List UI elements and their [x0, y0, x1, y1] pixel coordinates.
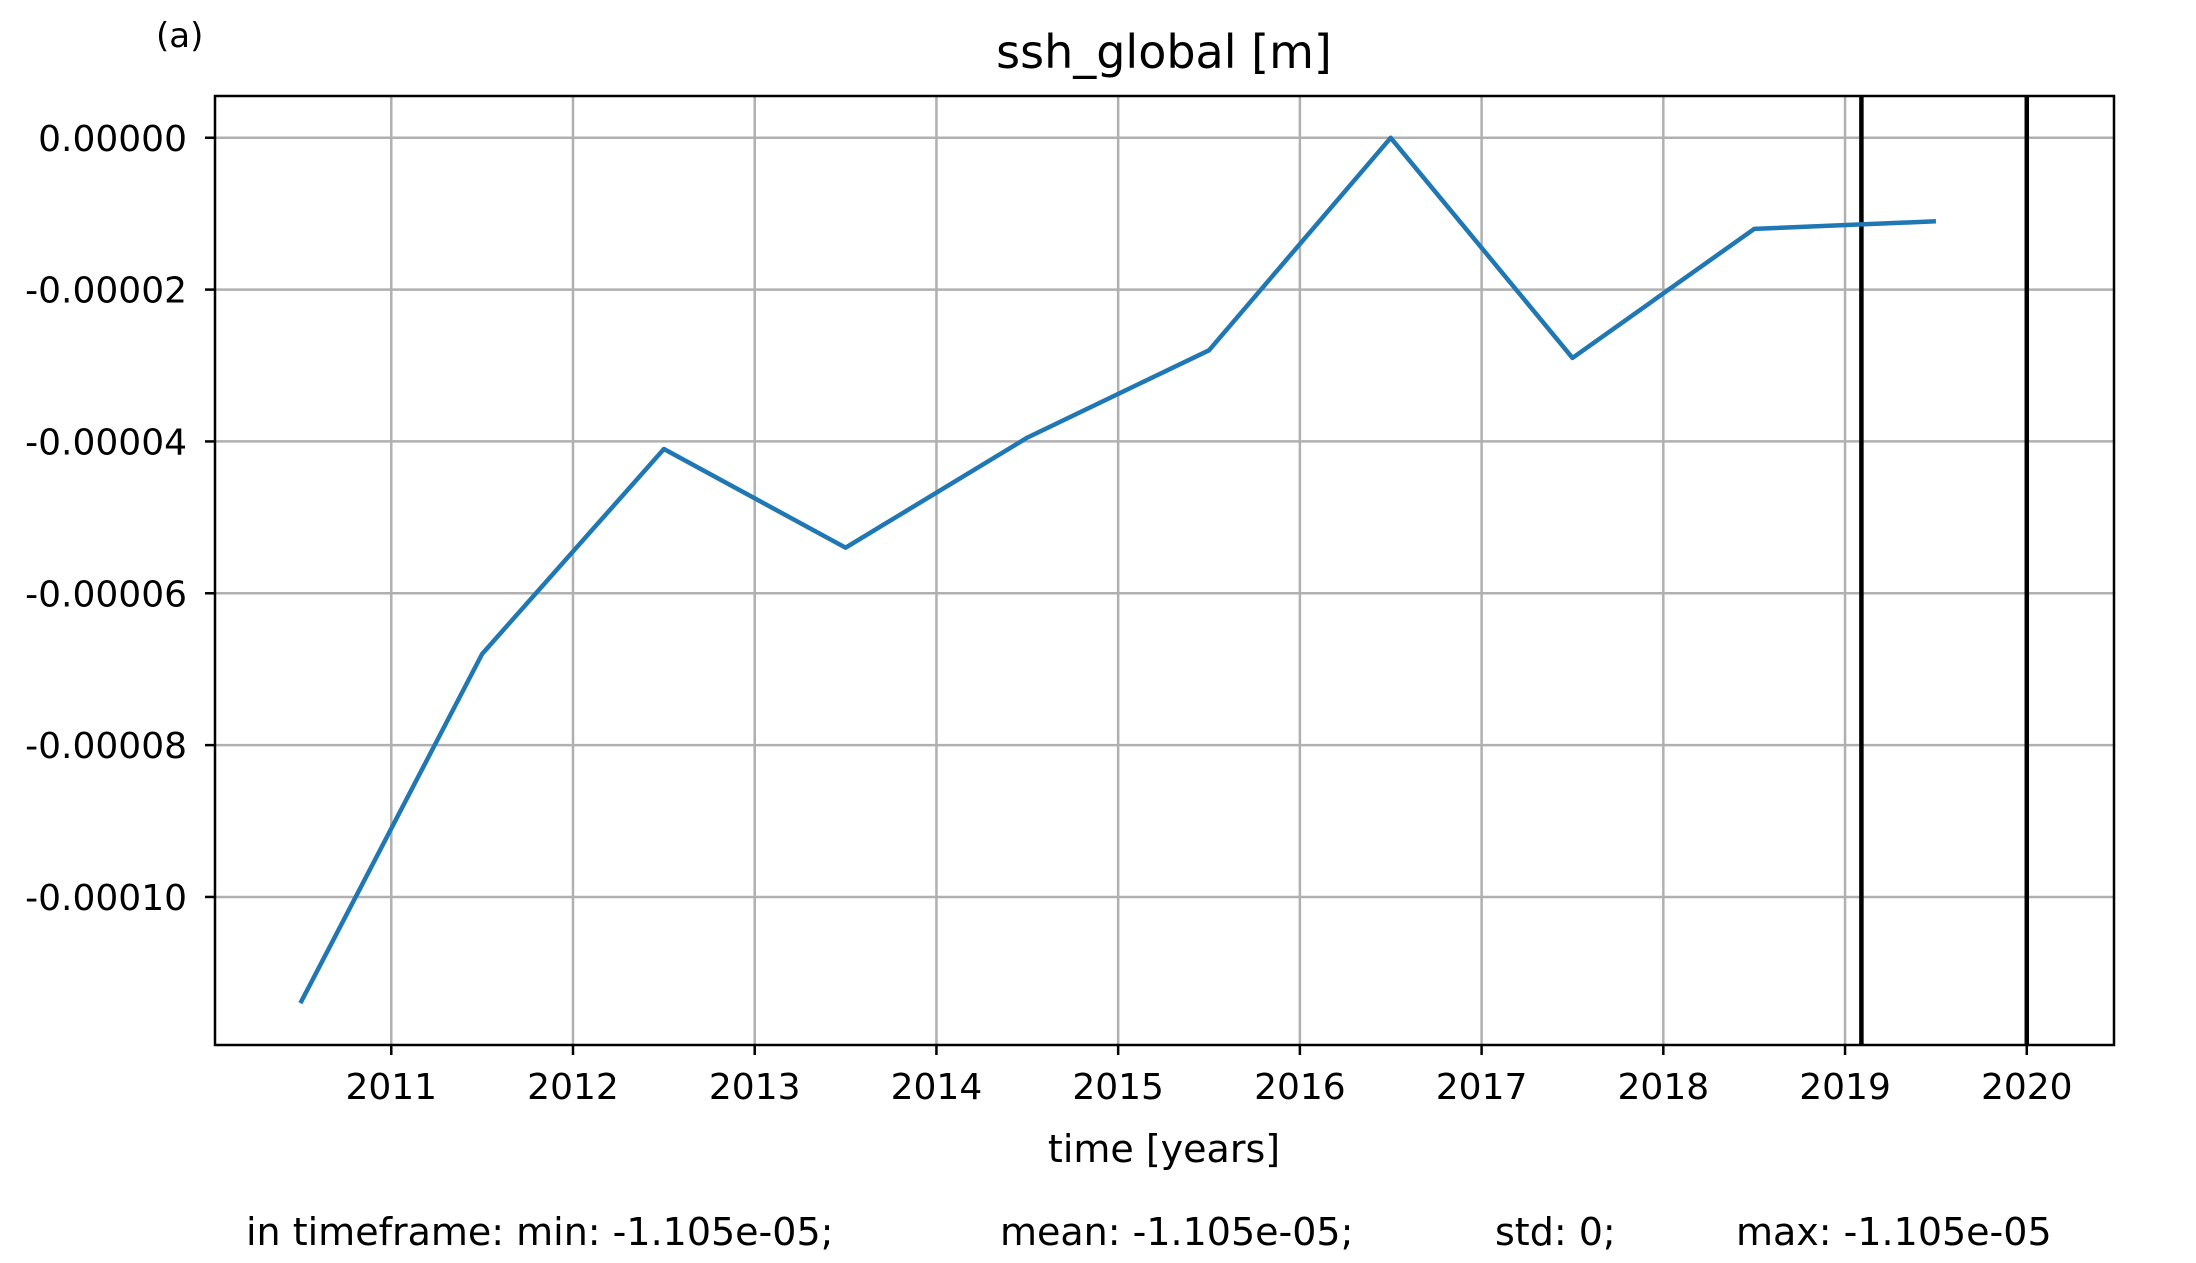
- x-tick-label: 2020: [1981, 1067, 2073, 1108]
- series-line: [298, 135, 1936, 1005]
- x-tick-label: 2017: [1436, 1067, 1528, 1108]
- y-tick-label: -0.00002: [25, 271, 187, 312]
- x-axis-ticks: 2011 2012 2013 2014 2015 2016 2017 2018 2019 2020: [345, 1045, 2073, 1108]
- x-tick-label: 2014: [891, 1067, 983, 1108]
- grid: [215, 96, 2114, 1045]
- x-tick-label: 2019: [1799, 1067, 1891, 1108]
- y-axis-ticks: 0.00000 -0.00002 -0.00004 -0.00006 -0.00008 -…: [25, 119, 215, 919]
- y-tick-label: -0.00010: [25, 878, 187, 919]
- stats-line: in timeframe: min: -1.105e-05; mean: -1.…: [246, 1210, 2052, 1254]
- plot-frame: [213, 94, 2116, 1047]
- x-tick-label: 2012: [527, 1067, 619, 1108]
- x-tick-label: 2011: [345, 1067, 437, 1108]
- x-tick-label: 2018: [1618, 1067, 1710, 1108]
- stats-mean: mean: -1.105e-05;: [1000, 1210, 1353, 1254]
- series-group: [298, 135, 1936, 1005]
- x-tick-label: 2015: [1072, 1067, 1164, 1108]
- y-tick-label: -0.00008: [25, 726, 187, 767]
- y-tick-label: 0.00000: [38, 119, 187, 160]
- vertical-markers: [1859, 96, 2030, 1045]
- y-tick-label: -0.00006: [25, 574, 187, 615]
- x-tick-label: 2016: [1254, 1067, 1346, 1108]
- x-tick-label: 2013: [709, 1067, 801, 1108]
- panel-label: (a): [156, 16, 203, 56]
- y-tick-label: -0.00004: [25, 422, 187, 463]
- stats-std: std: 0;: [1495, 1210, 1616, 1254]
- stats-min: in timeframe: min: -1.105e-05;: [246, 1210, 833, 1254]
- x-axis-label: time [years]: [1048, 1127, 1280, 1171]
- chart-title: ssh_global [m]: [996, 25, 1332, 79]
- stats-max: max: -1.105e-05: [1736, 1210, 2052, 1254]
